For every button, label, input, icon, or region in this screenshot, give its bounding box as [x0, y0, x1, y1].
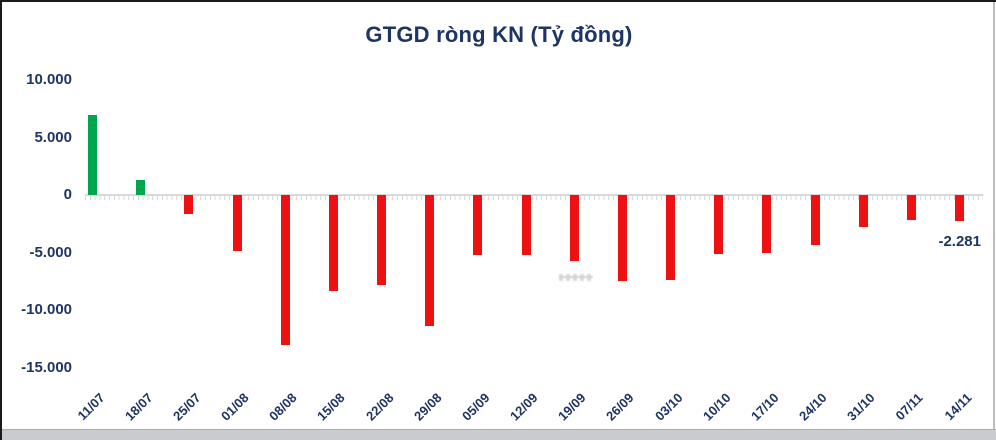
bar-07/11 — [906, 195, 916, 220]
x-tick-label-03/10: 03/10 — [651, 390, 686, 424]
bar-22/08 — [377, 195, 387, 286]
x-tick-label-19/09: 19/09 — [555, 390, 589, 424]
x-tick-label-17/10: 17/10 — [747, 390, 782, 424]
bar-03/10 — [666, 195, 676, 281]
bar-18/07 — [136, 180, 146, 195]
x-tick-label-18/07: 18/07 — [121, 390, 156, 424]
x-tick-label-15/08: 15/08 — [314, 390, 348, 424]
watermark-smudge — [559, 274, 593, 281]
bar-08/08 — [280, 195, 290, 346]
x-tick-label-24/10: 24/10 — [796, 390, 830, 424]
bar-12/09 — [521, 195, 531, 256]
x-tick-label-05/09: 05/09 — [458, 390, 493, 424]
axis-tick-marks — [85, 196, 983, 200]
bar-29/08 — [425, 195, 435, 327]
x-tick-label-11/07: 11/07 — [73, 390, 108, 424]
y-tick-label: -10.000 — [21, 301, 72, 318]
bar-24/10 — [810, 195, 820, 246]
x-tick-label-22/08: 22/08 — [362, 390, 397, 424]
x-tick-label-08/08: 08/08 — [266, 390, 300, 424]
data-label-last-bar: -2.281 — [938, 233, 981, 250]
x-tick-label-14/11: 14/11 — [941, 390, 975, 424]
bar-26/09 — [617, 195, 627, 282]
y-tick-label: -15.000 — [21, 358, 72, 376]
bar-01/08 — [232, 195, 242, 251]
x-tick-label-10/10: 10/10 — [699, 390, 734, 424]
bar-19/09 — [569, 195, 579, 261]
bar-31/10 — [858, 195, 868, 227]
y-tick-label: 5.000 — [34, 128, 72, 146]
x-tick-label-01/08: 01/08 — [217, 390, 252, 424]
y-tick-label: 10.000 — [26, 71, 72, 88]
bar-25/07 — [184, 195, 194, 214]
y-tick-label: -5.000 — [29, 243, 72, 261]
bar-10/10 — [714, 195, 724, 254]
x-tick-label-12/09: 12/09 — [507, 390, 541, 424]
chart-title: GTGD ròng KN (Tỷ đồng) — [365, 22, 633, 47]
bar-14/11 — [955, 195, 965, 222]
bar-15/08 — [328, 195, 338, 292]
x-tick-label-26/09: 26/09 — [603, 390, 637, 424]
bar-05/09 — [473, 195, 483, 256]
bar-17/10 — [762, 195, 772, 254]
bottom-border-strip — [2, 429, 996, 440]
x-tick-label-07/11: 07/11 — [892, 390, 926, 424]
x-tick-label-25/07: 25/07 — [169, 390, 204, 424]
y-tick-label: 0 — [63, 186, 72, 203]
x-tick-label-31/10: 31/10 — [844, 390, 878, 424]
bar-11/07 — [88, 114, 97, 195]
zero-axis-line — [85, 194, 983, 196]
right-border — [993, 2, 995, 440]
x-tick-label-29/08: 29/08 — [410, 390, 445, 424]
